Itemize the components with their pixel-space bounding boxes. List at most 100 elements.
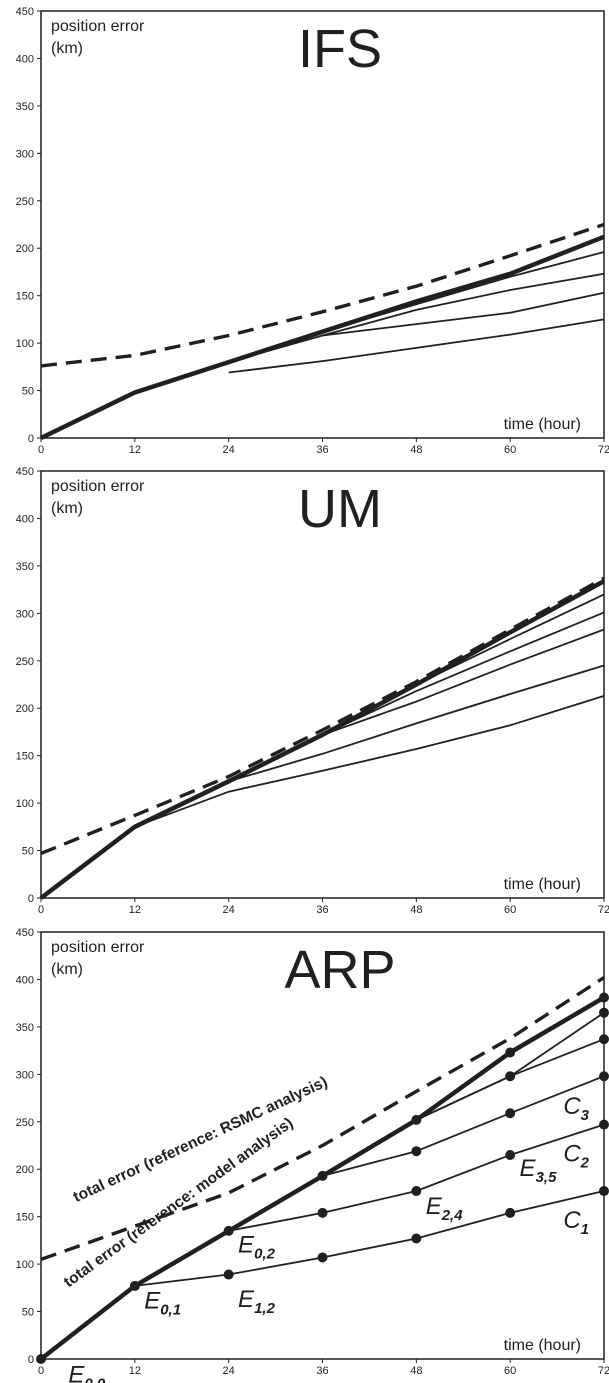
data-point-marker [317,1252,328,1263]
series-line-thin [322,611,605,736]
x-tick-label: 12 [129,1365,141,1377]
x-tick-label: 36 [316,1365,328,1377]
y-tick-label: 250 [16,656,34,668]
data-point-marker [223,1225,234,1236]
y-axis-unit-label: (km) [51,961,83,978]
y-tick-label: 450 [16,6,34,18]
data-point-marker [599,1186,609,1197]
data-point-marker [505,1207,516,1218]
x-tick-label: 24 [223,1365,235,1377]
series-line-thin [322,628,605,736]
y-tick-label: 400 [16,974,34,986]
point-label: C3 [563,1093,589,1124]
x-axis-label: time (hour) [504,876,581,893]
point-label: E2,4 [426,1193,464,1224]
data-point-marker [599,1071,609,1082]
x-tick-label: 24 [223,904,235,916]
y-tick-label: 150 [16,751,34,763]
series-line-thick [39,579,606,900]
y-tick-label: 300 [16,1069,34,1081]
point-label: E0,0 [68,1362,106,1383]
y-tick-label: 200 [16,703,34,715]
y-tick-label: 200 [16,1164,34,1176]
data-point-marker [599,992,609,1003]
data-point-marker [36,1354,46,1364]
y-tick-label: 0 [28,1354,34,1366]
y-tick-label: 0 [28,433,34,445]
x-tick-label: 60 [504,444,516,456]
series-line-dashed [40,576,605,855]
y-axis-label: position error [51,939,145,956]
y-tick-label: 100 [16,1259,34,1271]
x-axis-label: time (hour) [504,1337,581,1354]
y-tick-label: 150 [16,291,34,303]
y-tick-label: 300 [16,608,34,620]
series-line-thin [415,593,605,686]
data-point-marker [599,1034,609,1045]
series-line-thin [134,695,605,828]
x-tick-label: 0 [38,904,44,916]
data-point-marker [317,1170,328,1181]
data-point-marker [505,1108,516,1119]
data-point-marker [599,1119,609,1130]
y-tick-label: 100 [16,798,34,810]
y-axis-label: position error [51,478,145,495]
x-tick-label: 24 [223,444,235,456]
y-tick-label: 50 [22,1307,34,1319]
chart-panel-ifs: 0 50 100 150 200 250 300 350 400 450 0 12 24 36 48 60 72… [16,6,609,456]
y-tick-label: 250 [16,1117,34,1129]
x-tick-label: 48 [410,1365,422,1377]
y-tick-label: 400 [16,53,34,65]
point-label: E3,5 [520,1155,558,1186]
data-point-marker [505,1071,516,1082]
x-tick-label: 0 [38,1365,44,1377]
x-tick-label: 60 [504,1365,516,1377]
series-line-thin [134,1190,605,1287]
data-point-marker [411,1146,422,1157]
x-tick-label: 36 [316,904,328,916]
y-tick-label: 400 [16,513,34,525]
x-tick-label: 0 [38,444,44,456]
y-tick-label: 300 [16,148,34,160]
y-tick-label: 200 [16,243,34,255]
series-line-thin [322,1075,605,1177]
y-tick-label: 450 [16,466,34,478]
y-axis-unit-label: (km) [51,500,83,517]
data-point-marker [411,1233,422,1244]
x-tick-label: 72 [598,444,609,456]
x-tick-label: 48 [410,904,422,916]
y-tick-label: 100 [16,338,34,350]
data-point-marker [599,1007,609,1018]
point-label: C1 [563,1207,589,1238]
series-line-dashed [40,222,605,368]
y-axis-label: position error [51,18,145,35]
chart-title: ARP [284,940,395,1000]
series-line-thick [40,234,605,441]
y-tick-label: 250 [16,196,34,208]
data-point-marker [505,1149,516,1160]
series-line-dashed [40,976,605,1262]
y-tick-label: 50 [22,846,34,858]
point-label: E1,2 [238,1286,276,1317]
y-tick-label: 0 [28,893,34,905]
x-tick-label: 60 [504,904,516,916]
y-tick-label: 350 [16,1022,34,1034]
chart-title: UM [298,479,382,539]
data-point-marker [505,1047,516,1058]
series-line-thin [228,318,605,374]
y-tick-label: 450 [16,927,34,939]
data-point-marker [129,1280,140,1291]
point-label: E0,2 [238,1232,276,1263]
chart-panel-um: 0 50 100 150 200 250 300 350 400 450 0 12 24 36 48 60 72… [16,466,609,916]
chart-title: IFS [298,19,382,79]
x-tick-label: 12 [129,444,141,456]
data-point-marker [411,1186,422,1197]
x-tick-label: 72 [598,904,609,916]
x-tick-label: 48 [410,444,422,456]
series-line-thin [322,291,605,337]
data-point-marker [223,1269,234,1280]
y-tick-label: 50 [22,386,34,398]
series-line-thin [322,1038,605,1177]
series-line-thin [228,664,605,783]
series-line-thin [228,272,605,363]
